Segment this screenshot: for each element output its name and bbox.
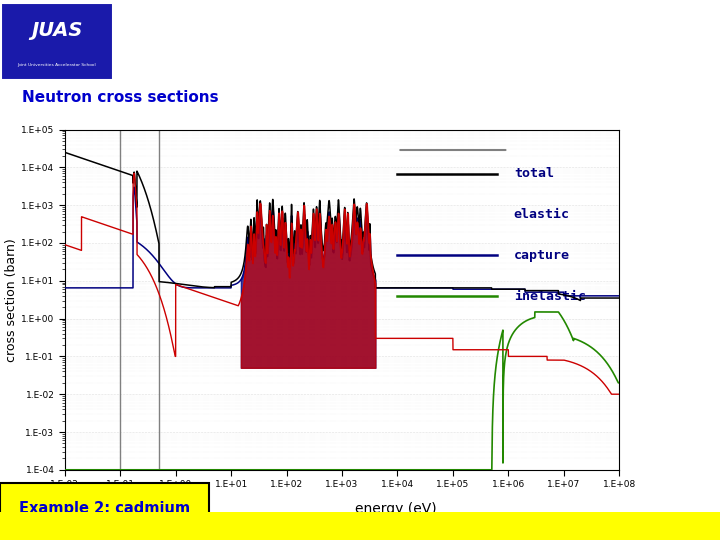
Text: energy (eV): energy (eV) (355, 502, 437, 516)
Text: Example 2: cadmium: Example 2: cadmium (19, 502, 190, 516)
Text: elastic: elastic (514, 208, 570, 221)
Text: total: total (514, 167, 554, 180)
FancyBboxPatch shape (0, 483, 209, 536)
Text: Neutron cross sections: Neutron cross sections (22, 90, 218, 105)
Text: JUAS: JUAS (31, 21, 83, 39)
Text: Joint Universities Accelerator School: Joint Universities Accelerator School (17, 63, 96, 68)
Text: 3. Interaction of neutrons with matter: 3. Interaction of neutrons with matter (144, 26, 531, 44)
Text: inelastic: inelastic (514, 290, 586, 303)
Text: capture: capture (514, 249, 570, 262)
Y-axis label: cross section (barn): cross section (barn) (5, 238, 18, 362)
Text: / 34: / 34 (675, 521, 698, 534)
Bar (1, 3, 113, 80)
